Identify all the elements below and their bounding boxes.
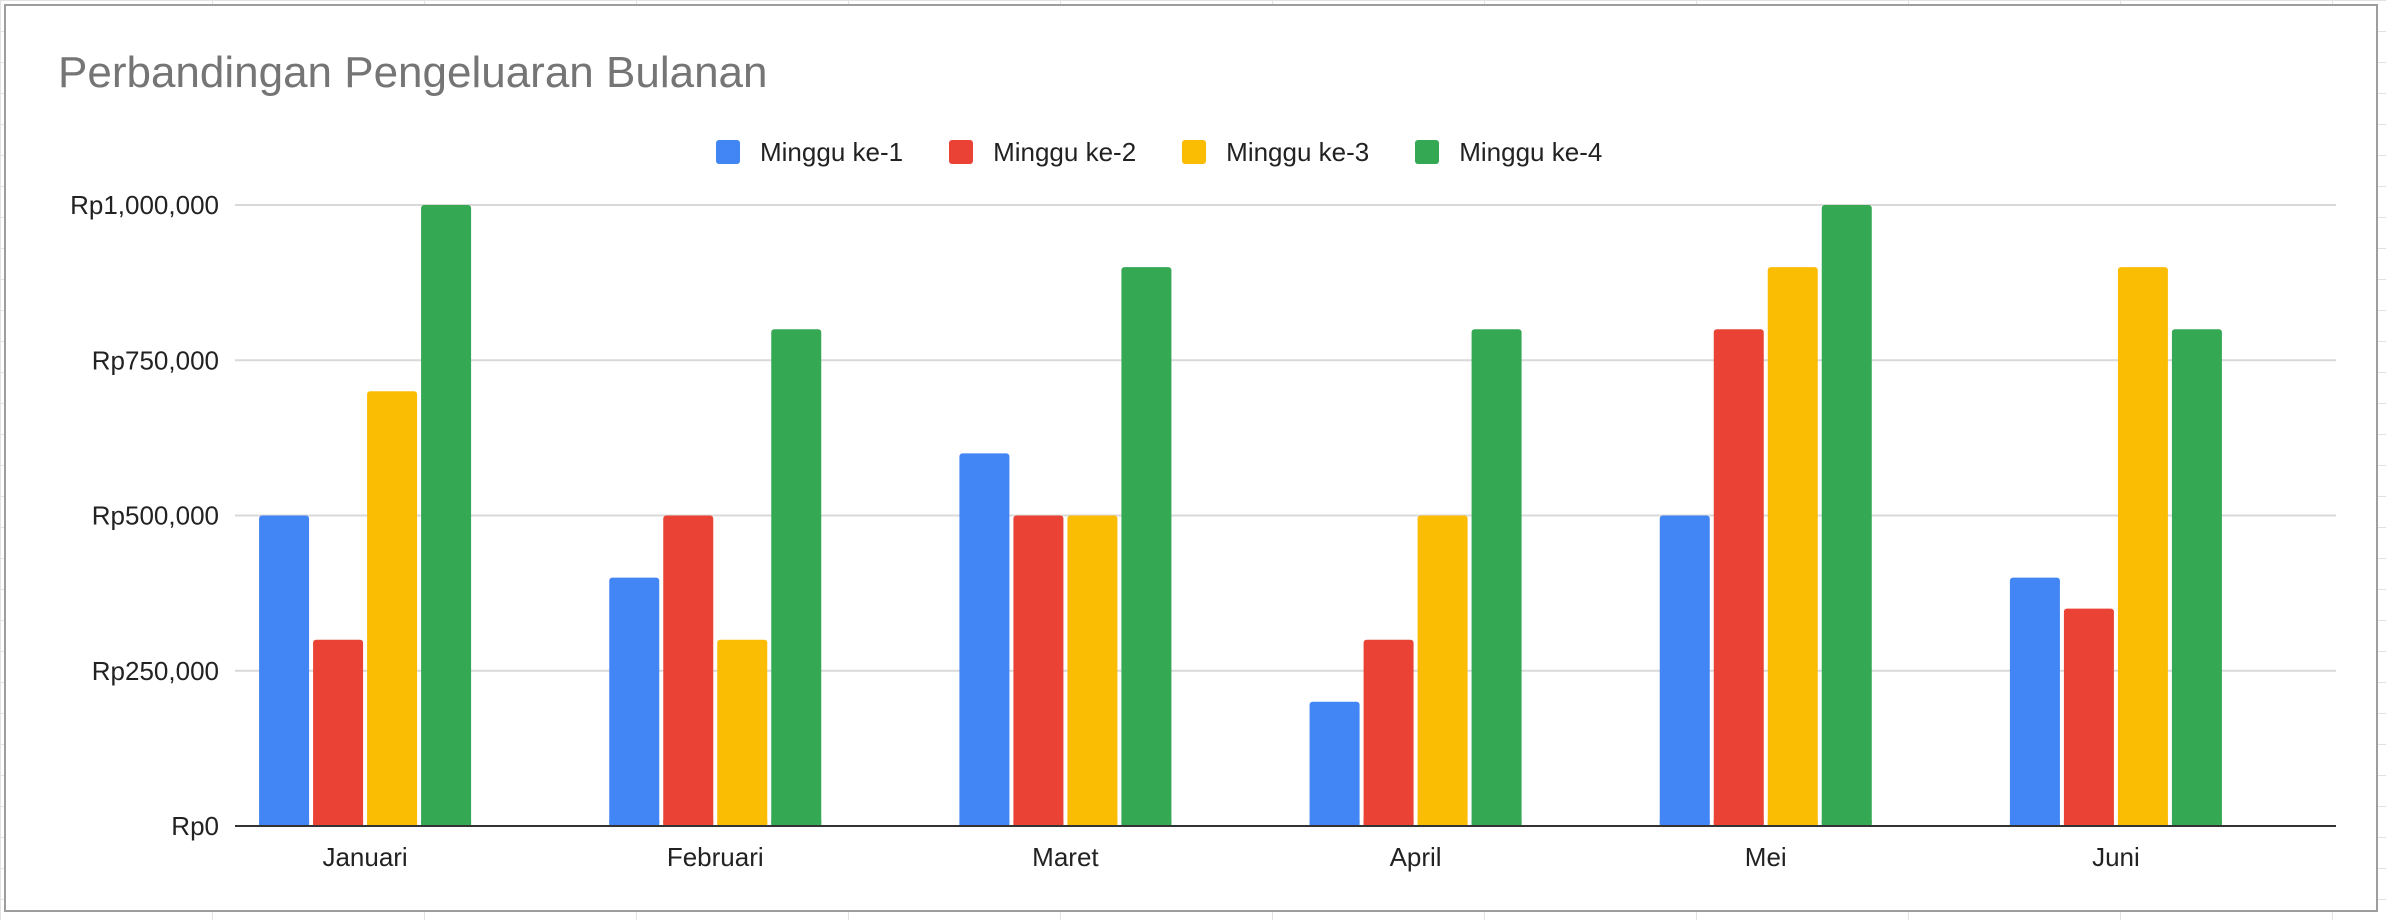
bar[interactable] [259, 515, 310, 827]
legend-swatch [716, 140, 740, 164]
x-tick-label: Februari [667, 842, 764, 872]
bar-base [259, 820, 310, 826]
bar-base [1067, 820, 1118, 826]
chart-title: Perbandingan Pengeluaran Bulanan [58, 48, 768, 97]
bar-base [1309, 820, 1360, 826]
bar[interactable] [1013, 515, 1064, 827]
bar[interactable] [313, 639, 364, 826]
bar-base [1363, 820, 1414, 826]
y-tick-label: Rp0 [171, 811, 219, 841]
bar[interactable] [1767, 267, 1818, 827]
bar[interactable] [367, 391, 418, 826]
legend-item[interactable]: Minggu ke-4 [1415, 137, 1602, 168]
bar[interactable] [1471, 329, 1522, 826]
x-tick-label: April [1390, 842, 1442, 872]
legend-swatch [1182, 140, 1207, 164]
legend-label: Minggu ke-1 [760, 136, 904, 167]
legend-item[interactable]: Minggu ke-3 [1182, 137, 1369, 168]
bar-base [959, 820, 1010, 826]
legend-item[interactable]: Minggu ke-2 [949, 137, 1136, 168]
legend-label: Minggu ke-4 [1459, 136, 1603, 167]
bar-base [367, 820, 418, 826]
x-tick-label: Juni [2092, 842, 2140, 872]
x-tick-label: Januari [322, 842, 407, 872]
bar[interactable] [421, 205, 472, 826]
bar[interactable] [2171, 329, 2222, 826]
y-tick-label: Rp750,000 [92, 345, 219, 375]
bar[interactable] [959, 453, 1010, 826]
bar[interactable] [1363, 639, 1414, 826]
legend-swatch [949, 140, 974, 164]
bar[interactable] [1309, 701, 1360, 826]
bar[interactable] [771, 329, 822, 826]
bar-base [1767, 820, 1818, 826]
bar[interactable] [2117, 267, 2168, 827]
legend-swatch [1415, 140, 1440, 164]
bar-base [313, 820, 364, 826]
y-tick-label: Rp500,000 [92, 501, 219, 531]
y-tick-label: Rp250,000 [92, 656, 219, 686]
bar-base [1013, 820, 1064, 826]
bar-base [717, 820, 768, 826]
y-tick-label: Rp1,000,000 [70, 190, 219, 220]
bar-base [1471, 820, 1522, 826]
bar[interactable] [1121, 267, 1172, 827]
bar-base [2009, 820, 2060, 826]
bar[interactable] [1067, 515, 1118, 827]
chart-legend: Minggu ke-1 Minggu ke-2 Minggu ke-3 Minggu … [716, 134, 1648, 170]
bar[interactable] [1821, 205, 1872, 826]
bar[interactable] [1659, 515, 1710, 827]
bar[interactable] [1713, 329, 1764, 826]
legend-label: Minggu ke-2 [993, 136, 1137, 167]
bar[interactable] [717, 639, 768, 826]
bar-base [1821, 820, 1872, 826]
bar[interactable] [1417, 515, 1468, 827]
x-tick-label: Mei [1745, 842, 1787, 872]
bar-base [1713, 820, 1764, 826]
bar-base [2063, 820, 2114, 826]
bar-base [771, 820, 822, 826]
bar-base [609, 820, 660, 826]
bar-base [421, 820, 472, 826]
legend-label: Minggu ke-3 [1226, 136, 1370, 167]
bar-base [1659, 820, 1710, 826]
bar[interactable] [2009, 577, 2060, 826]
x-tick-label: Maret [1032, 842, 1099, 872]
bar-base [2171, 820, 2222, 826]
bar-base [1417, 820, 1468, 826]
bar-base [2117, 820, 2168, 826]
bar[interactable] [663, 515, 714, 827]
bar[interactable] [609, 577, 660, 826]
legend-item[interactable]: Minggu ke-1 [716, 137, 903, 168]
bar-base [663, 820, 714, 826]
bar[interactable] [2063, 608, 2114, 826]
bar-base [1121, 820, 1172, 826]
